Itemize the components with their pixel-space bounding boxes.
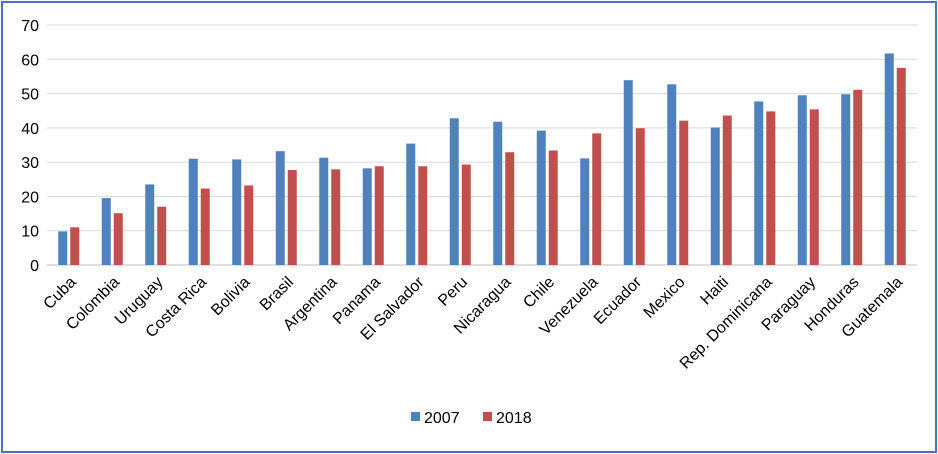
bar-2018-panama bbox=[374, 166, 384, 265]
bar-2018-argentina bbox=[331, 169, 341, 265]
bar-2018-haiti bbox=[722, 115, 732, 265]
bar-2007-argentina bbox=[319, 157, 329, 265]
bar-2018-mexico bbox=[679, 120, 689, 266]
y-tick-label: 40 bbox=[21, 121, 39, 138]
bar-2007-mexico bbox=[667, 84, 677, 265]
bar-2007-bolivia bbox=[232, 159, 242, 265]
y-tick-label: 60 bbox=[21, 52, 39, 69]
bar-2018-el-salvador bbox=[418, 166, 428, 265]
bar-2018-honduras bbox=[853, 89, 863, 265]
y-tick-label: 50 bbox=[21, 87, 39, 104]
bar-2007-nicaragua bbox=[493, 121, 503, 265]
y-tick-label: 30 bbox=[21, 155, 39, 172]
bar-2007-el-salvador bbox=[406, 143, 416, 265]
category-label: Peru bbox=[435, 274, 471, 310]
y-tick-label: 70 bbox=[21, 18, 39, 35]
bar-2007-brasil bbox=[275, 151, 285, 265]
bar-2007-rep-dominicana bbox=[754, 101, 764, 265]
bar-chart: 0 10 20 30 40 50 60 70 CubaColombiaUruguayCosta… bbox=[21, 18, 917, 427]
bar-2018-chile bbox=[548, 150, 558, 265]
bar-2018-brasil bbox=[287, 170, 297, 265]
legend-swatch-2018 bbox=[483, 412, 492, 421]
bar-2018-ecuador bbox=[635, 128, 645, 265]
legend-label: 2018 bbox=[496, 410, 532, 427]
legend-swatch-2007 bbox=[411, 412, 420, 421]
legend-label: 2007 bbox=[424, 410, 460, 427]
category-label: Brasil bbox=[257, 274, 297, 314]
bar-2007-costa-rica bbox=[188, 158, 198, 265]
bar-2018-uruguay bbox=[157, 206, 167, 265]
bar-2018-bolivia bbox=[244, 185, 254, 265]
legend: 2007 2018 bbox=[411, 410, 532, 427]
bar-2007-panama bbox=[362, 168, 372, 265]
bar-2007-uruguay bbox=[145, 184, 155, 265]
category-label: Mexico bbox=[641, 274, 689, 322]
bar-2018-peru bbox=[461, 164, 471, 265]
bar-2007-colombia bbox=[101, 198, 111, 265]
bar-2018-colombia bbox=[113, 213, 123, 265]
y-axis-ticks: 0 10 20 30 40 50 60 70 bbox=[21, 18, 39, 275]
category-label: Haiti bbox=[697, 274, 732, 309]
bar-2007-paraguay bbox=[797, 95, 807, 266]
category-label: Cuba bbox=[41, 274, 80, 313]
bar-2007-honduras bbox=[841, 94, 851, 265]
bar-2007-guatemala bbox=[884, 53, 894, 266]
bars bbox=[58, 53, 906, 266]
bar-2007-haiti bbox=[710, 127, 720, 265]
bar-2018-costa-rica bbox=[200, 188, 210, 265]
bar-2018-paraguay bbox=[809, 109, 819, 265]
y-tick-label: 0 bbox=[30, 258, 39, 275]
category-label: Chile bbox=[520, 274, 558, 312]
bar-2018-cuba bbox=[70, 227, 80, 265]
bar-2007-cuba bbox=[58, 231, 68, 265]
bar-2018-rep-dominicana bbox=[766, 111, 776, 266]
bar-2018-guatemala bbox=[896, 67, 906, 265]
bar-2007-venezuela bbox=[580, 158, 590, 265]
category-label: Bolivia bbox=[208, 274, 253, 319]
y-tick-label: 20 bbox=[21, 189, 39, 206]
bar-2007-peru bbox=[449, 118, 459, 265]
y-tick-label: 10 bbox=[21, 224, 39, 241]
gridlines bbox=[47, 24, 917, 266]
bar-2007-chile bbox=[536, 130, 546, 265]
category-label: Ecuador bbox=[591, 273, 646, 328]
bar-2007-ecuador bbox=[623, 80, 633, 265]
bar-2018-venezuela bbox=[592, 133, 602, 265]
bar-2018-nicaragua bbox=[505, 152, 515, 265]
